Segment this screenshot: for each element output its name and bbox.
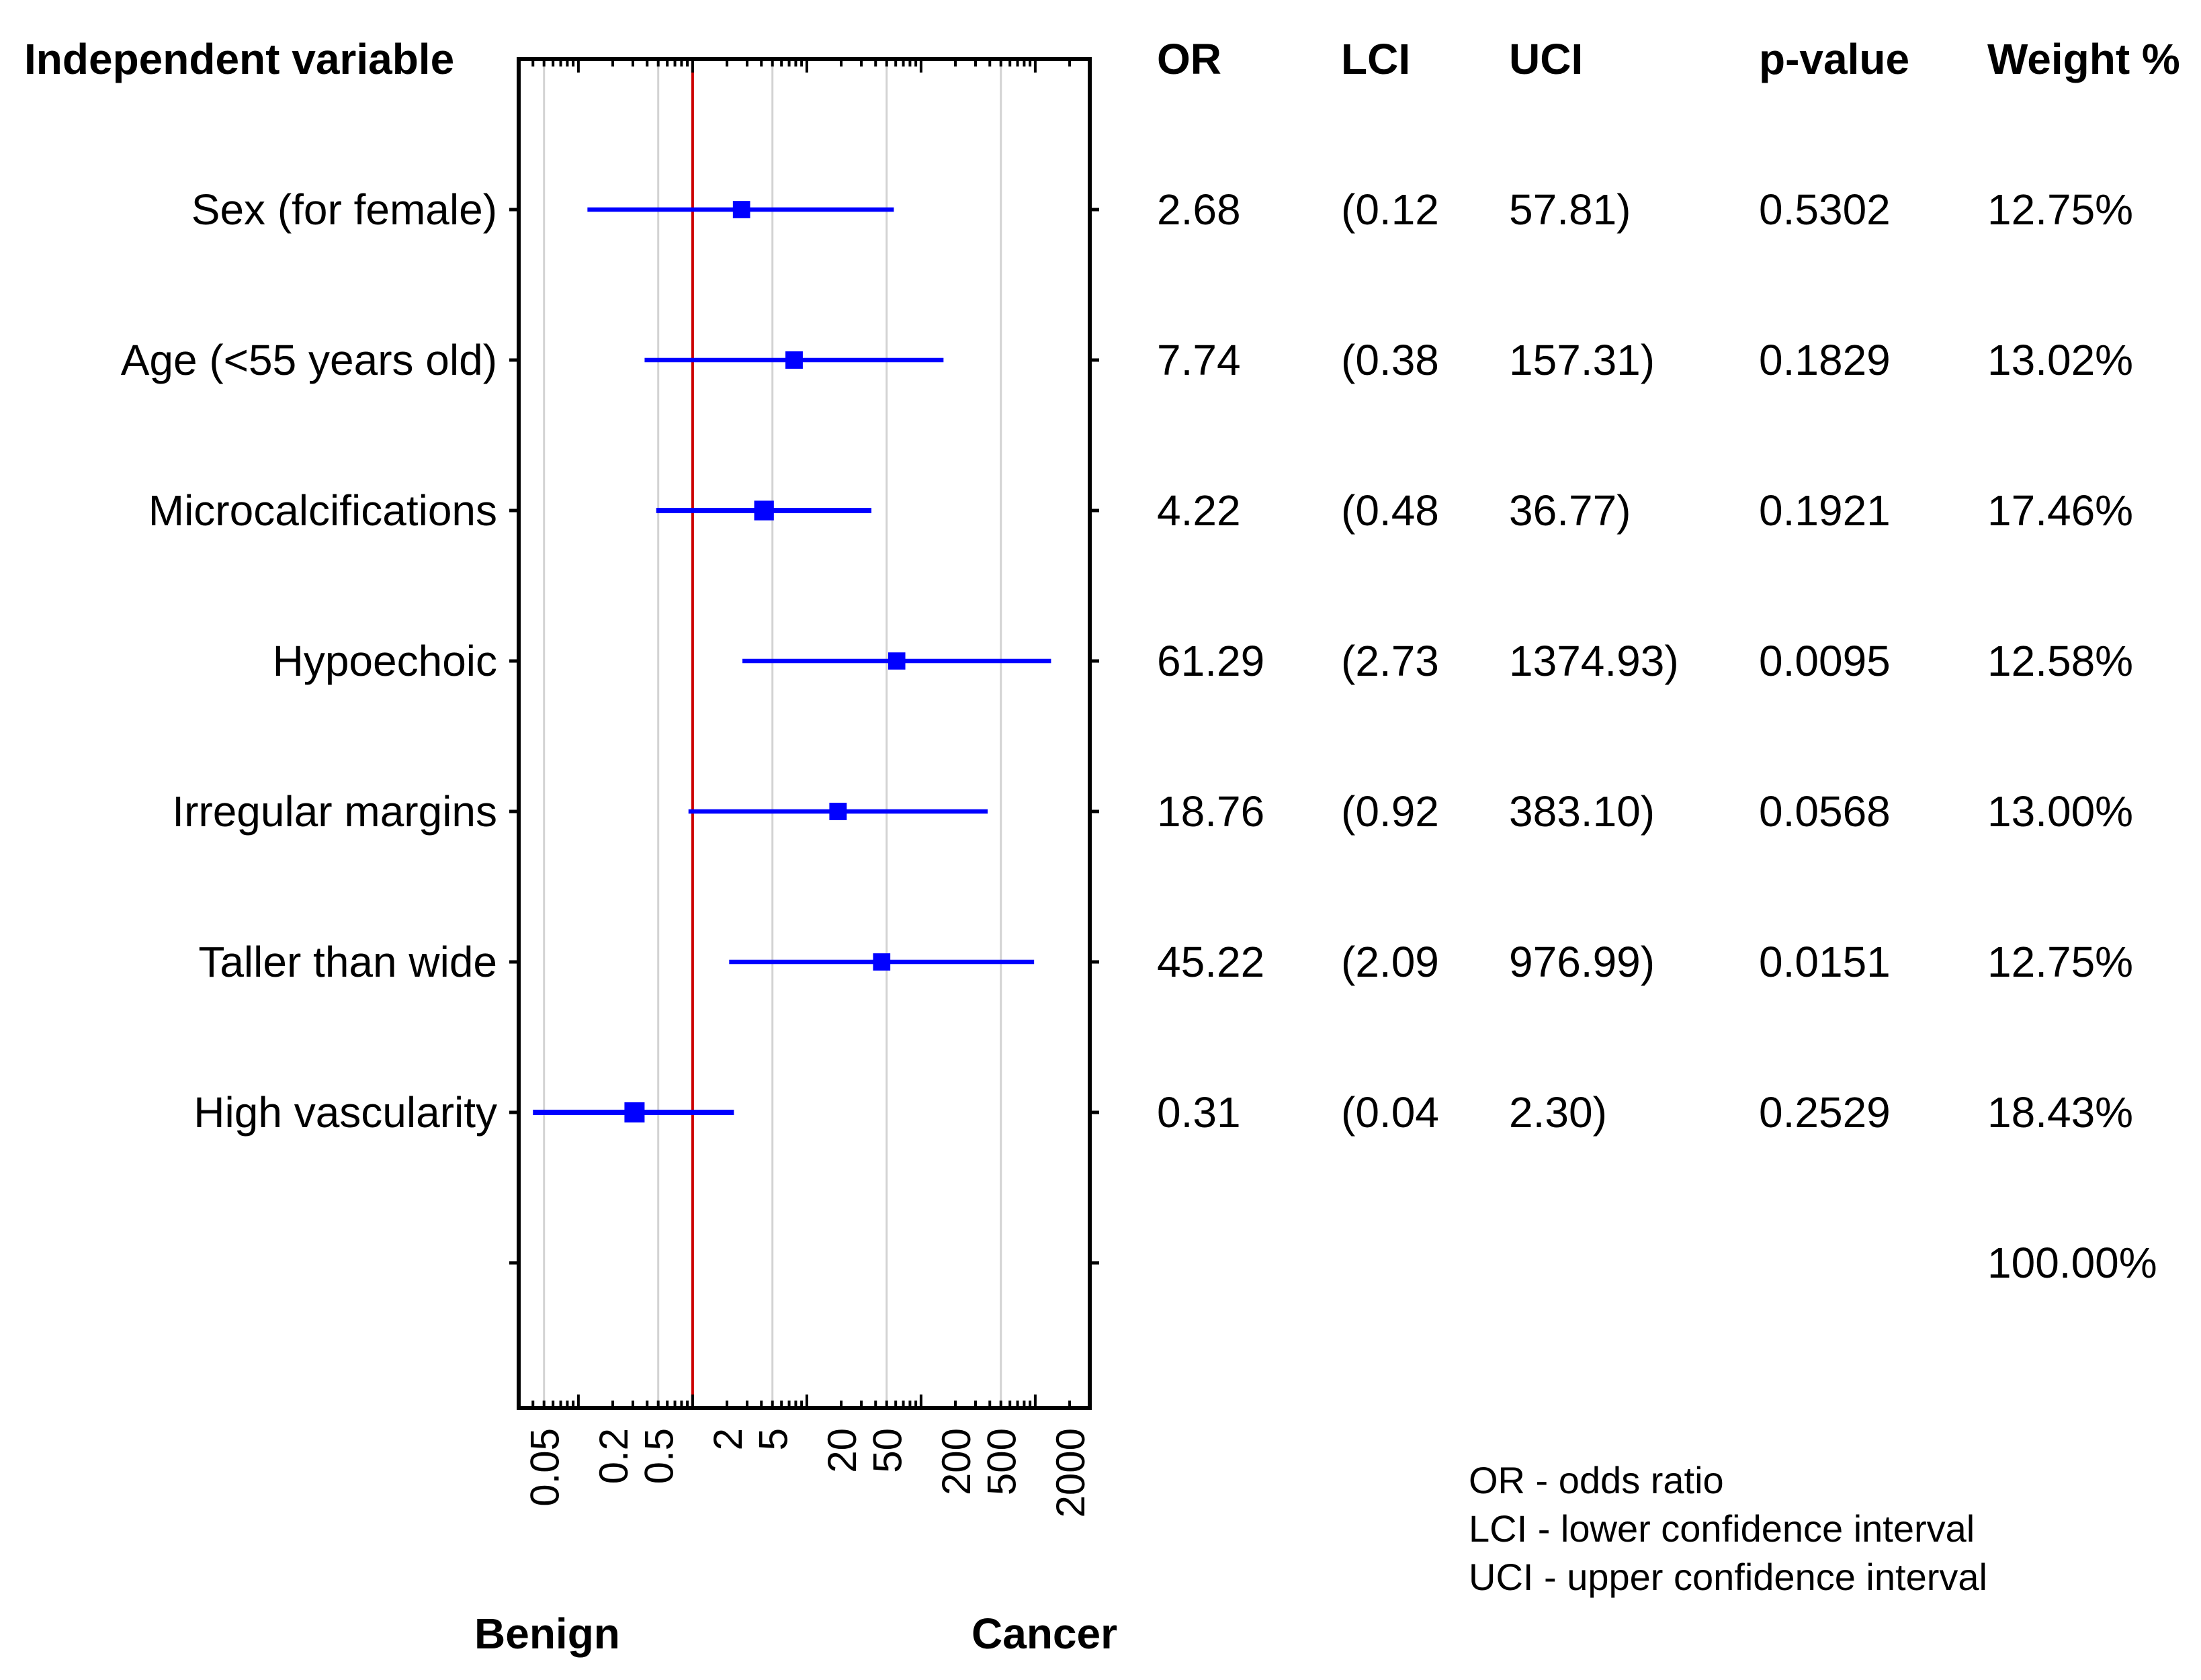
or-value: 4.22 (1157, 486, 1241, 535)
weight-value: 13.02% (1987, 336, 2134, 384)
p-value: 0.1921 (1759, 486, 1891, 535)
uci-value: 57.81) (1509, 185, 1631, 234)
confidence-intervals (533, 201, 1051, 1122)
row-label: Irregular margins (172, 787, 497, 836)
point-estimate (829, 803, 847, 820)
lci-value: (2.73 (1341, 637, 1439, 685)
weight-value: 12.75% (1987, 185, 2134, 234)
row-label: Hypoechoic (272, 637, 497, 685)
p-value: 0.5302 (1759, 185, 1891, 234)
x-tick-label: 20 (820, 1428, 865, 1473)
or-value: 45.22 (1157, 938, 1265, 986)
x-tick-label: 0.05 (523, 1428, 568, 1507)
uci-value: 1374.93) (1509, 637, 1679, 685)
point-estimate (732, 201, 750, 218)
x-tick-label: 500 (980, 1428, 1025, 1495)
lci-value: (0.92 (1341, 787, 1439, 836)
x-tick-label: 2000 (1048, 1428, 1093, 1517)
point-estimate (888, 652, 906, 670)
lci-value: (0.12 (1341, 185, 1439, 234)
or-value: 0.31 (1157, 1088, 1241, 1137)
p-value: 0.0568 (1759, 787, 1891, 836)
row-label: Microcalcifications (148, 486, 497, 535)
header-or: OR (1157, 35, 1221, 83)
x-tick-label: 0.5 (637, 1428, 682, 1484)
lci-value: (0.04 (1341, 1088, 1439, 1137)
point-estimate (785, 351, 803, 369)
or-value: 2.68 (1157, 185, 1241, 234)
row-label: Age (<55 years old) (120, 336, 497, 384)
row-label: High vascularity (193, 1088, 497, 1137)
uci-value: 36.77) (1509, 486, 1631, 535)
or-value: 18.76 (1157, 787, 1265, 836)
x-tick-labels: 0.05 0.2 0.5 2 5 20 50 200 500 2000 (523, 1428, 1093, 1517)
legend-lci: LCI - lower confidence interval (1469, 1507, 1975, 1550)
p-value: 0.1829 (1759, 336, 1891, 384)
header-weight: Weight % (1987, 35, 2180, 83)
row-label: Sex (for female) (191, 185, 497, 234)
legend-uci: UCI - upper confidence interval (1469, 1556, 1987, 1598)
weight-value: 12.75% (1987, 938, 2134, 986)
lci-value: (2.09 (1341, 938, 1439, 986)
header-uci: UCI (1509, 35, 1584, 83)
weight-value: 13.00% (1987, 787, 2134, 836)
grid-lines (543, 59, 1002, 1408)
lci-value: (0.48 (1341, 486, 1439, 535)
header-independent-variable: Independent variable (24, 35, 455, 83)
uci-value: 383.10) (1509, 787, 1655, 836)
or-value: 61.29 (1157, 637, 1265, 685)
point-estimate (873, 953, 891, 971)
benign-label: Benign (474, 1609, 620, 1658)
weight-value: 18.43% (1987, 1088, 2134, 1137)
plot-border (517, 57, 1092, 1410)
uci-value: 976.99) (1509, 938, 1655, 986)
x-tick-label: 50 (865, 1428, 910, 1473)
p-value: 0.0151 (1759, 938, 1891, 986)
total-weight: 100.00% (1987, 1239, 2157, 1287)
weight-value: 12.58% (1987, 637, 2134, 685)
weight-value: 17.46% (1987, 486, 2134, 535)
row-label: Taller than wide (198, 938, 497, 986)
x-tick-label: 2 (705, 1428, 750, 1450)
cancer-label: Cancer (972, 1609, 1117, 1658)
uci-value: 2.30) (1509, 1088, 1607, 1137)
uci-value: 157.31) (1509, 336, 1655, 384)
point-estimate (624, 1102, 645, 1122)
p-value: 0.2529 (1759, 1088, 1891, 1137)
lci-value: (0.38 (1341, 336, 1439, 384)
plot-frame (509, 57, 1099, 1410)
header-p-value: p-value (1759, 35, 1910, 83)
legend-or: OR - odds ratio (1469, 1459, 1724, 1501)
header-lci: LCI (1341, 35, 1411, 83)
point-estimate (754, 500, 774, 521)
p-value: 0.0095 (1759, 637, 1891, 685)
x-tick-label: 200 (934, 1428, 979, 1495)
x-tick-label: 5 (751, 1428, 796, 1450)
x-tick-label: 0.2 (591, 1428, 636, 1484)
or-value: 7.74 (1157, 336, 1241, 384)
